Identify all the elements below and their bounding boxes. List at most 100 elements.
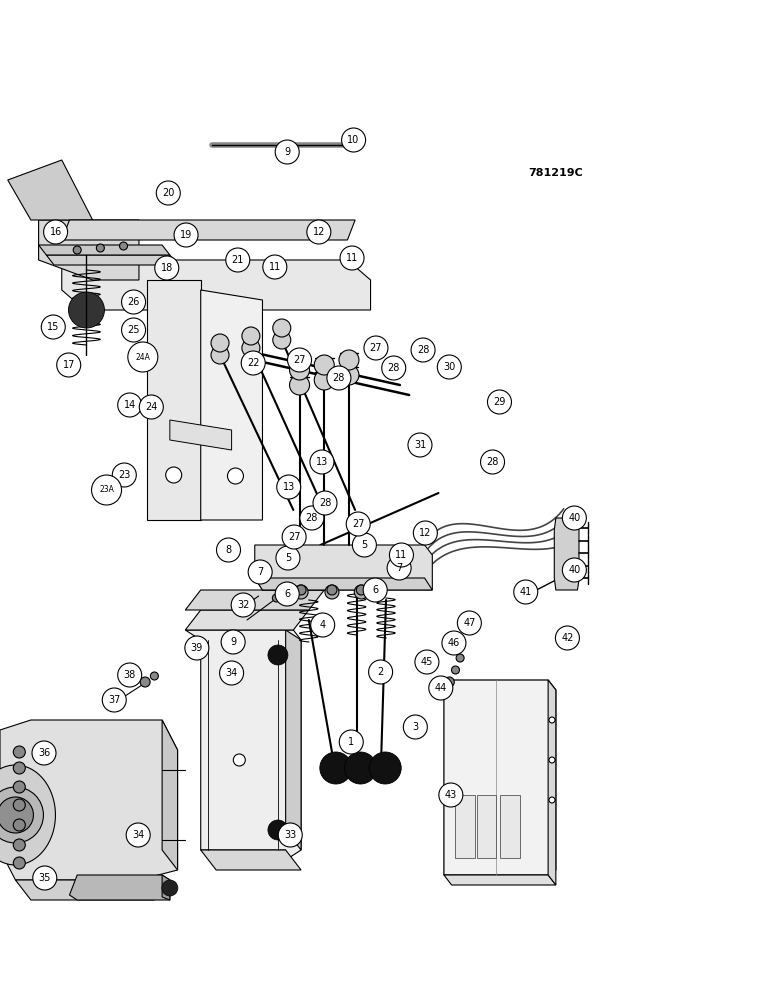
Polygon shape bbox=[500, 795, 520, 858]
Circle shape bbox=[156, 181, 181, 205]
Polygon shape bbox=[201, 850, 301, 870]
Circle shape bbox=[162, 880, 178, 896]
Text: 29: 29 bbox=[493, 397, 506, 407]
Polygon shape bbox=[170, 420, 232, 450]
Circle shape bbox=[339, 730, 364, 754]
Text: 11: 11 bbox=[346, 253, 358, 263]
Circle shape bbox=[357, 585, 366, 595]
Circle shape bbox=[43, 220, 68, 244]
Text: 27: 27 bbox=[370, 343, 382, 353]
Circle shape bbox=[13, 781, 25, 793]
Polygon shape bbox=[185, 610, 309, 630]
Circle shape bbox=[56, 353, 81, 377]
Circle shape bbox=[273, 331, 291, 349]
Circle shape bbox=[242, 327, 260, 345]
Polygon shape bbox=[0, 720, 178, 880]
Polygon shape bbox=[455, 795, 475, 858]
Circle shape bbox=[562, 558, 587, 582]
Text: 43: 43 bbox=[445, 790, 457, 800]
Circle shape bbox=[13, 762, 25, 774]
Polygon shape bbox=[444, 680, 556, 875]
Polygon shape bbox=[8, 160, 93, 220]
Text: 40: 40 bbox=[568, 565, 581, 575]
Polygon shape bbox=[255, 545, 432, 590]
Circle shape bbox=[273, 319, 291, 337]
Circle shape bbox=[364, 336, 388, 360]
Circle shape bbox=[313, 491, 337, 515]
Circle shape bbox=[225, 248, 250, 272]
Circle shape bbox=[96, 244, 104, 252]
Circle shape bbox=[314, 370, 334, 390]
Circle shape bbox=[32, 741, 56, 765]
Circle shape bbox=[325, 585, 339, 599]
Circle shape bbox=[248, 560, 273, 584]
Text: 26: 26 bbox=[127, 297, 140, 307]
Circle shape bbox=[0, 797, 33, 833]
Circle shape bbox=[241, 351, 266, 375]
Circle shape bbox=[290, 360, 310, 380]
Text: 23: 23 bbox=[118, 470, 130, 480]
Polygon shape bbox=[69, 875, 170, 900]
Circle shape bbox=[415, 650, 439, 674]
Text: 34: 34 bbox=[132, 830, 144, 840]
Circle shape bbox=[513, 580, 538, 604]
Circle shape bbox=[310, 450, 334, 474]
Circle shape bbox=[13, 819, 25, 831]
Circle shape bbox=[120, 242, 127, 250]
Text: 27: 27 bbox=[288, 532, 300, 542]
Polygon shape bbox=[162, 875, 170, 900]
Polygon shape bbox=[554, 518, 579, 590]
Circle shape bbox=[216, 538, 241, 562]
Circle shape bbox=[276, 475, 301, 499]
Text: 20: 20 bbox=[162, 188, 174, 198]
Circle shape bbox=[112, 463, 137, 487]
Text: 32: 32 bbox=[237, 600, 249, 610]
Text: 46: 46 bbox=[448, 638, 460, 648]
Circle shape bbox=[268, 820, 288, 840]
Polygon shape bbox=[185, 590, 324, 610]
Circle shape bbox=[0, 787, 43, 843]
Circle shape bbox=[154, 256, 179, 280]
Circle shape bbox=[13, 857, 25, 869]
Circle shape bbox=[228, 468, 243, 484]
Polygon shape bbox=[185, 630, 301, 860]
Circle shape bbox=[13, 746, 25, 758]
Ellipse shape bbox=[0, 765, 56, 865]
Polygon shape bbox=[62, 260, 371, 310]
Text: 27: 27 bbox=[352, 519, 364, 529]
Circle shape bbox=[121, 318, 146, 342]
Circle shape bbox=[339, 365, 359, 385]
Text: 12: 12 bbox=[313, 227, 325, 237]
Circle shape bbox=[92, 475, 121, 505]
Circle shape bbox=[276, 546, 300, 570]
Polygon shape bbox=[286, 630, 301, 850]
Circle shape bbox=[456, 654, 464, 662]
Text: 24A: 24A bbox=[135, 353, 151, 361]
Circle shape bbox=[139, 395, 164, 419]
Text: 28: 28 bbox=[486, 457, 499, 467]
Text: 16: 16 bbox=[49, 227, 62, 237]
Text: 1: 1 bbox=[348, 737, 354, 747]
Circle shape bbox=[310, 613, 335, 637]
Text: 39: 39 bbox=[191, 643, 203, 653]
Circle shape bbox=[121, 290, 146, 314]
Text: 17: 17 bbox=[63, 360, 75, 370]
Text: 25: 25 bbox=[127, 325, 140, 335]
Circle shape bbox=[41, 315, 66, 339]
Text: 15: 15 bbox=[47, 322, 59, 332]
Circle shape bbox=[13, 799, 25, 811]
Circle shape bbox=[352, 533, 377, 557]
Circle shape bbox=[294, 585, 308, 599]
Text: 8: 8 bbox=[225, 545, 232, 555]
Text: 11: 11 bbox=[269, 262, 281, 272]
Circle shape bbox=[174, 223, 198, 247]
Circle shape bbox=[437, 355, 462, 379]
Circle shape bbox=[287, 348, 312, 372]
Circle shape bbox=[126, 823, 151, 847]
Circle shape bbox=[549, 797, 555, 803]
Text: 11: 11 bbox=[395, 550, 408, 560]
Text: 14: 14 bbox=[124, 400, 136, 410]
Circle shape bbox=[327, 366, 351, 390]
Circle shape bbox=[403, 715, 428, 739]
Circle shape bbox=[327, 585, 337, 595]
